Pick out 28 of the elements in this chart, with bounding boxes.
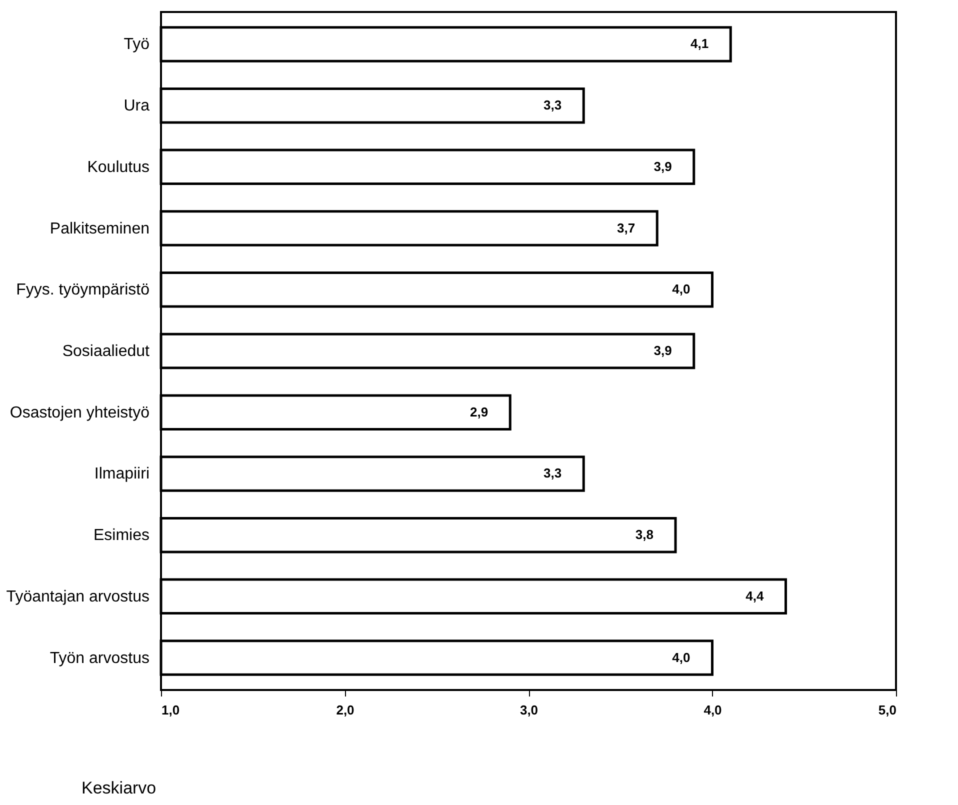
data-label: 3,3 [544,98,562,113]
data-label: 3,7 [617,220,636,236]
x-tick-label: 5,0 [878,702,896,718]
y-tick-label: Esimies [93,527,150,544]
y-tick-label: Koulutus [87,158,150,176]
data-label: 3,9 [654,158,672,174]
data-label: 3,8 [635,527,654,542]
y-tick-label: Palkitseminen [50,220,150,238]
y-tick-label: Ilmapiiri [94,466,150,483]
data-label: 4,4 [746,588,765,604]
y-tick-label: Sosiaaliedut [62,343,150,360]
data-label: 2,9 [470,404,488,420]
y-tick-label: Työantajan arvostus [6,588,150,606]
x-tick-label: 1,0 [162,702,180,718]
y-tick-label: Työn arvostus [50,650,150,667]
data-label: 4,1 [690,36,709,52]
data-label: 3,3 [544,466,562,481]
x-tick-label: 3,0 [520,702,538,718]
y-tick-label: Osastojen yhteistyö [10,404,150,422]
x-tick-label: 2,0 [336,702,354,718]
data-label: 3,9 [654,343,672,358]
y-tick-label: Fyys. työympäristö [16,282,150,299]
x-axis-title: Keskiarvo [82,778,156,798]
data-label: 4,0 [672,282,690,297]
y-tick-label: Ura [124,98,150,115]
y-tick-label: Työ [124,36,150,54]
x-tick-label: 4,0 [704,702,722,718]
data-label: 4,0 [672,650,690,665]
